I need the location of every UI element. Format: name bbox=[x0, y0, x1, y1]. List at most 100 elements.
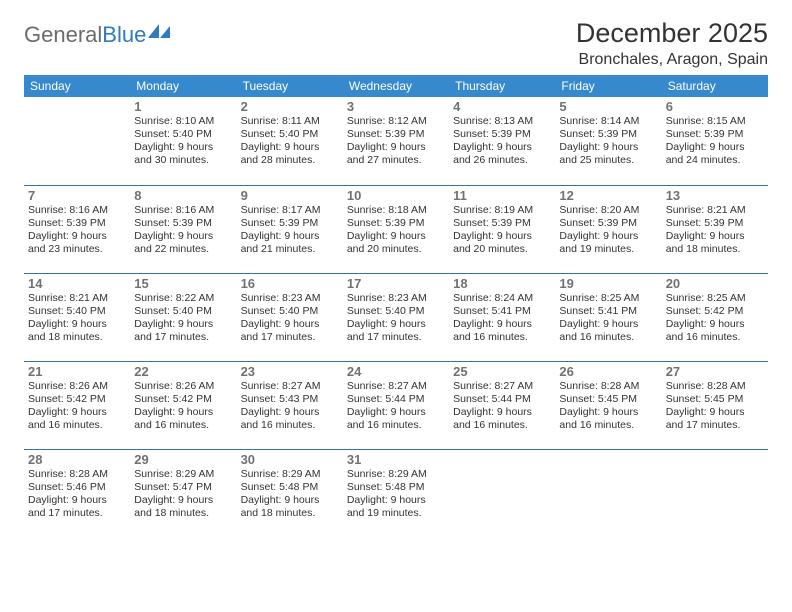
calendar-day-cell: 17Sunrise: 8:23 AMSunset: 5:40 PMDayligh… bbox=[343, 273, 449, 361]
month-title: December 2025 bbox=[576, 18, 768, 49]
day-info-line: and 20 minutes. bbox=[347, 243, 445, 256]
title-block: December 2025 Bronchales, Aragon, Spain bbox=[576, 18, 768, 69]
calendar-day-cell: 6Sunrise: 8:15 AMSunset: 5:39 PMDaylight… bbox=[662, 97, 768, 185]
calendar-day-cell: 27Sunrise: 8:28 AMSunset: 5:45 PMDayligh… bbox=[662, 361, 768, 449]
day-number: 10 bbox=[347, 188, 445, 203]
day-info-line: Sunrise: 8:12 AM bbox=[347, 115, 445, 128]
day-info-line: Sunrise: 8:15 AM bbox=[666, 115, 764, 128]
day-number: 14 bbox=[28, 276, 126, 291]
day-info-line: Daylight: 9 hours bbox=[241, 494, 339, 507]
day-info-line: and 19 minutes. bbox=[347, 507, 445, 520]
day-info-line: Sunrise: 8:29 AM bbox=[241, 468, 339, 481]
day-info-line: Sunset: 5:39 PM bbox=[666, 128, 764, 141]
calendar-day-cell: 13Sunrise: 8:21 AMSunset: 5:39 PMDayligh… bbox=[662, 185, 768, 273]
calendar-day-cell: 24Sunrise: 8:27 AMSunset: 5:44 PMDayligh… bbox=[343, 361, 449, 449]
calendar-day-cell: 4Sunrise: 8:13 AMSunset: 5:39 PMDaylight… bbox=[449, 97, 555, 185]
calendar-day-cell: 22Sunrise: 8:26 AMSunset: 5:42 PMDayligh… bbox=[130, 361, 236, 449]
day-info-line: Sunrise: 8:22 AM bbox=[134, 292, 232, 305]
calendar-week-row: 21Sunrise: 8:26 AMSunset: 5:42 PMDayligh… bbox=[24, 361, 768, 449]
day-info-line: Sunset: 5:46 PM bbox=[28, 481, 126, 494]
day-info-line: Sunrise: 8:28 AM bbox=[28, 468, 126, 481]
day-info-line: Sunrise: 8:20 AM bbox=[559, 204, 657, 217]
day-number: 19 bbox=[559, 276, 657, 291]
calendar-day-cell: 5Sunrise: 8:14 AMSunset: 5:39 PMDaylight… bbox=[555, 97, 661, 185]
calendar-day-cell: 16Sunrise: 8:23 AMSunset: 5:40 PMDayligh… bbox=[237, 273, 343, 361]
day-info-line: Sunset: 5:41 PM bbox=[453, 305, 551, 318]
day-info-line: Sunset: 5:39 PM bbox=[453, 128, 551, 141]
day-info-line: Sunset: 5:39 PM bbox=[28, 217, 126, 230]
day-number: 26 bbox=[559, 364, 657, 379]
day-info-line: Daylight: 9 hours bbox=[347, 318, 445, 331]
day-info-line: Daylight: 9 hours bbox=[134, 141, 232, 154]
day-info-line: and 25 minutes. bbox=[559, 154, 657, 167]
day-info-line: Sunrise: 8:18 AM bbox=[347, 204, 445, 217]
day-info-line: and 18 minutes. bbox=[666, 243, 764, 256]
day-info-line: and 27 minutes. bbox=[347, 154, 445, 167]
day-info-line: Sunset: 5:39 PM bbox=[347, 217, 445, 230]
day-number: 28 bbox=[28, 452, 126, 467]
calendar-day-cell: 10Sunrise: 8:18 AMSunset: 5:39 PMDayligh… bbox=[343, 185, 449, 273]
day-info-line: Sunset: 5:41 PM bbox=[559, 305, 657, 318]
day-info-line: and 16 minutes. bbox=[241, 419, 339, 432]
day-info-line: and 21 minutes. bbox=[241, 243, 339, 256]
day-info-line: and 23 minutes. bbox=[28, 243, 126, 256]
day-info-line: Daylight: 9 hours bbox=[453, 230, 551, 243]
day-info-line: and 17 minutes. bbox=[134, 331, 232, 344]
day-info-line: Sunrise: 8:27 AM bbox=[453, 380, 551, 393]
calendar-day-cell: 7Sunrise: 8:16 AMSunset: 5:39 PMDaylight… bbox=[24, 185, 130, 273]
day-number: 23 bbox=[241, 364, 339, 379]
day-info-line: Daylight: 9 hours bbox=[453, 318, 551, 331]
day-info-line: Daylight: 9 hours bbox=[666, 318, 764, 331]
day-info-line: Daylight: 9 hours bbox=[28, 406, 126, 419]
calendar-day-cell: 8Sunrise: 8:16 AMSunset: 5:39 PMDaylight… bbox=[130, 185, 236, 273]
day-info-line: Daylight: 9 hours bbox=[241, 230, 339, 243]
calendar-week-row: 7Sunrise: 8:16 AMSunset: 5:39 PMDaylight… bbox=[24, 185, 768, 273]
day-info-line: and 22 minutes. bbox=[134, 243, 232, 256]
day-info-line: Sunset: 5:42 PM bbox=[134, 393, 232, 406]
calendar-day-cell bbox=[662, 449, 768, 537]
day-info-line: Sunset: 5:39 PM bbox=[453, 217, 551, 230]
day-info-line: Sunrise: 8:28 AM bbox=[666, 380, 764, 393]
calendar-day-cell: 20Sunrise: 8:25 AMSunset: 5:42 PMDayligh… bbox=[662, 273, 768, 361]
day-info-line: Daylight: 9 hours bbox=[666, 230, 764, 243]
day-info-line: Sunset: 5:44 PM bbox=[453, 393, 551, 406]
day-number: 21 bbox=[28, 364, 126, 379]
day-info-line: Daylight: 9 hours bbox=[666, 406, 764, 419]
day-info-line: Sunrise: 8:29 AM bbox=[134, 468, 232, 481]
day-number: 11 bbox=[453, 188, 551, 203]
day-number: 16 bbox=[241, 276, 339, 291]
day-info-line: Sunset: 5:40 PM bbox=[28, 305, 126, 318]
day-info-line: Daylight: 9 hours bbox=[453, 406, 551, 419]
day-info-line: Sunset: 5:47 PM bbox=[134, 481, 232, 494]
day-number: 3 bbox=[347, 99, 445, 114]
day-info-line: Sunset: 5:40 PM bbox=[241, 128, 339, 141]
calendar-day-cell: 11Sunrise: 8:19 AMSunset: 5:39 PMDayligh… bbox=[449, 185, 555, 273]
weekday-header: Sunday bbox=[24, 75, 130, 97]
day-info-line: Sunrise: 8:14 AM bbox=[559, 115, 657, 128]
day-info-line: and 16 minutes. bbox=[559, 419, 657, 432]
day-info-line: and 16 minutes. bbox=[453, 331, 551, 344]
day-info-line: Sunrise: 8:21 AM bbox=[666, 204, 764, 217]
day-info-line: Sunset: 5:48 PM bbox=[347, 481, 445, 494]
day-info-line: Sunset: 5:42 PM bbox=[28, 393, 126, 406]
calendar-day-cell: 23Sunrise: 8:27 AMSunset: 5:43 PMDayligh… bbox=[237, 361, 343, 449]
calendar-day-cell: 25Sunrise: 8:27 AMSunset: 5:44 PMDayligh… bbox=[449, 361, 555, 449]
day-info-line: Sunset: 5:39 PM bbox=[134, 217, 232, 230]
weekday-header: Thursday bbox=[449, 75, 555, 97]
day-info-line: Daylight: 9 hours bbox=[559, 230, 657, 243]
calendar-day-cell: 9Sunrise: 8:17 AMSunset: 5:39 PMDaylight… bbox=[237, 185, 343, 273]
day-info-line: Sunset: 5:42 PM bbox=[666, 305, 764, 318]
day-number: 13 bbox=[666, 188, 764, 203]
calendar-day-cell: 19Sunrise: 8:25 AMSunset: 5:41 PMDayligh… bbox=[555, 273, 661, 361]
logo-text-blue: Blue bbox=[102, 22, 146, 48]
day-info-line: and 16 minutes. bbox=[453, 419, 551, 432]
day-info-line: Daylight: 9 hours bbox=[134, 494, 232, 507]
day-info-line: Sunrise: 8:16 AM bbox=[134, 204, 232, 217]
day-info-line: Daylight: 9 hours bbox=[347, 406, 445, 419]
calendar-day-cell bbox=[555, 449, 661, 537]
day-info-line: Sunset: 5:39 PM bbox=[241, 217, 339, 230]
day-info-line: Daylight: 9 hours bbox=[241, 406, 339, 419]
day-info-line: Daylight: 9 hours bbox=[28, 318, 126, 331]
calendar-week-row: 14Sunrise: 8:21 AMSunset: 5:40 PMDayligh… bbox=[24, 273, 768, 361]
day-info-line: Sunrise: 8:27 AM bbox=[241, 380, 339, 393]
